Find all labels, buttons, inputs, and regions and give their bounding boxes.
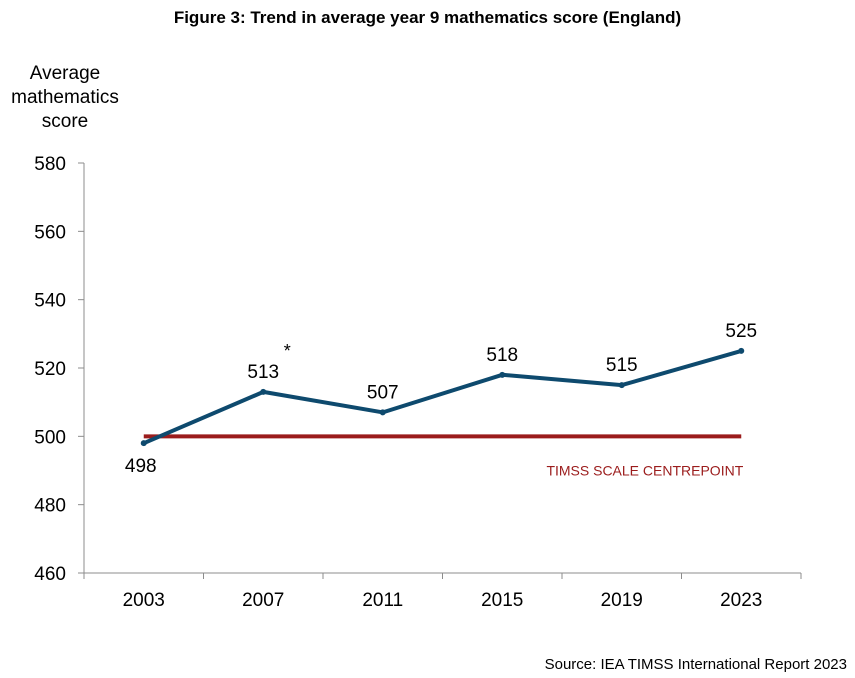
y-axis-title-line-1: Average (29, 63, 101, 84)
x-tick-label: 2011 (362, 590, 403, 611)
data-point (618, 382, 625, 389)
y-axis-title: Average mathematics score (0, 62, 130, 134)
y-tick-label: 580 (34, 154, 66, 175)
x-tick-label: 2007 (242, 590, 284, 611)
x-tick-label: 2003 (123, 590, 165, 611)
series-line (143, 348, 742, 446)
y-tick-label: 540 (34, 291, 66, 312)
data-point (499, 371, 506, 378)
source-note: Source: IEA TIMSS International Report 2… (544, 656, 847, 673)
data-label: 498 (125, 456, 157, 477)
chart-title: Figure 3: Trend in average year 9 mathem… (173, 8, 682, 27)
data-label: 525 (725, 321, 757, 342)
data-label: 518 (486, 345, 518, 366)
y-axis-title-line-2: mathematics (11, 87, 119, 108)
y-tick-label: 460 (34, 564, 66, 585)
centrepoint-label: TIMSS SCALE CENTREPOINT (546, 462, 743, 478)
data-point (260, 388, 267, 395)
data-label: 513 (247, 362, 279, 383)
data-point (379, 409, 386, 416)
x-tick-label: 2019 (601, 590, 643, 611)
y-axis-title-line-3: score (41, 111, 89, 132)
x-tick-label: 2015 (481, 590, 523, 611)
y-tick-label: 560 (34, 222, 66, 243)
significance-marker: * (284, 341, 291, 361)
x-tick-label: 2023 (720, 590, 762, 611)
data-point (140, 440, 147, 447)
data-point (738, 347, 745, 354)
y-tick-label: 480 (34, 496, 66, 517)
y-tick-label: 520 (34, 359, 66, 380)
data-label: 507 (367, 382, 399, 403)
y-tick-label: 500 (34, 427, 66, 448)
data-label: 515 (606, 355, 638, 376)
